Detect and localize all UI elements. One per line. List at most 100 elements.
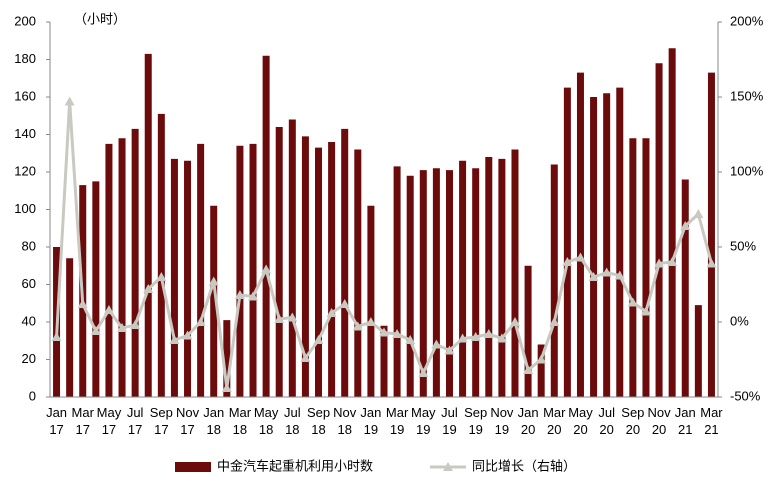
line-marker (601, 267, 612, 277)
line-marker (379, 327, 389, 337)
bar (223, 320, 231, 397)
bar (406, 175, 414, 397)
line-marker (523, 365, 534, 374)
bar (524, 265, 532, 397)
line-marker (221, 383, 232, 392)
line-marker (418, 368, 429, 377)
bar (511, 149, 519, 397)
x-tick-label: Jan 21 (675, 405, 696, 437)
bar (681, 179, 689, 397)
x-tick-label: Jan 18 (203, 405, 224, 437)
line-marker (77, 299, 88, 308)
x-tick-label: Sep 18 (307, 405, 330, 437)
line-marker (261, 264, 272, 274)
bar (419, 170, 427, 397)
bar (249, 143, 257, 397)
x-tick-label: Mar 19 (386, 405, 409, 437)
line-marker (234, 290, 245, 299)
bar (445, 170, 453, 397)
bar (550, 164, 558, 397)
y-tick-label: 200 (14, 13, 36, 28)
bar (131, 128, 139, 397)
bar (459, 160, 467, 397)
x-tick-label: Sep 17 (150, 405, 173, 437)
line-marker (614, 270, 625, 280)
line-marker (117, 323, 128, 332)
line-marker (509, 317, 520, 326)
y2-tick-label: 150% (730, 88, 764, 103)
bar (668, 48, 676, 397)
line-marker (405, 335, 416, 344)
line-marker (536, 354, 547, 364)
line-marker (339, 299, 350, 308)
bar (66, 258, 74, 397)
line-marker (444, 345, 455, 355)
y2-tick-label: 200% (730, 13, 764, 28)
x-tick-label: Jan 17 (46, 405, 67, 437)
bar (328, 142, 336, 397)
bar (288, 119, 296, 397)
y2-tick-label: 100% (730, 163, 764, 178)
line-marker (313, 335, 324, 344)
bar (367, 205, 375, 397)
line-marker (156, 272, 167, 281)
bar (105, 143, 113, 397)
bar (210, 205, 218, 397)
y-tick-label: 40 (22, 313, 36, 328)
bar (485, 157, 493, 397)
x-tick-label: Sep 20 (621, 405, 644, 437)
line-marker (326, 308, 337, 317)
y-tick-label: 160 (14, 88, 36, 103)
line-marker (562, 257, 573, 266)
y-tick-label: 20 (22, 351, 36, 366)
x-tick-label: Nov 17 (176, 405, 200, 437)
bar (537, 344, 545, 397)
bar (236, 145, 244, 397)
line-marker (365, 317, 376, 326)
line-marker (667, 257, 678, 266)
x-tick-label: May 17 (97, 405, 122, 437)
y2-tick-label: 0% (730, 313, 749, 328)
bar (616, 87, 624, 397)
line-marker (300, 353, 311, 362)
line-marker (588, 272, 599, 281)
line-marker (575, 252, 586, 262)
x-tick-label: Nov 20 (647, 405, 671, 437)
x-tick-label: Nov 19 (490, 405, 514, 437)
bar (118, 138, 126, 397)
line-marker (654, 258, 665, 268)
x-tick-label: Mar 21 (700, 405, 723, 437)
line-marker (483, 329, 494, 338)
bar (197, 143, 205, 397)
x-tick-label: Jul 18 (284, 405, 301, 437)
bar (92, 181, 100, 397)
x-tick-label: Mar 20 (543, 405, 566, 437)
line-marker (195, 317, 206, 326)
line-marker (640, 306, 651, 316)
bar (144, 53, 152, 397)
bar (170, 158, 178, 397)
x-tick-label: Jan 19 (360, 405, 381, 437)
y2-tick-label: -50% (730, 388, 761, 403)
bar (275, 127, 283, 397)
y-tick-label: 100 (14, 201, 36, 216)
y-tick-label: 60 (22, 276, 36, 291)
bar (432, 168, 440, 397)
bar (590, 97, 598, 397)
y-tick-label: 140 (14, 126, 36, 141)
bar (315, 147, 323, 397)
y-tick-label: 120 (14, 163, 36, 178)
line-marker (51, 332, 62, 341)
x-tick-label: May 20 (568, 405, 593, 437)
line-marker (496, 333, 507, 343)
line-marker (103, 305, 114, 314)
line-marker (169, 335, 180, 344)
y-tick-label: 180 (14, 51, 36, 66)
x-tick-label: Jul 17 (127, 405, 144, 437)
line-marker (143, 284, 154, 293)
legend-marker (443, 462, 453, 471)
x-tick-label: Sep 19 (464, 405, 487, 437)
bar (707, 72, 715, 397)
bar (563, 87, 571, 397)
